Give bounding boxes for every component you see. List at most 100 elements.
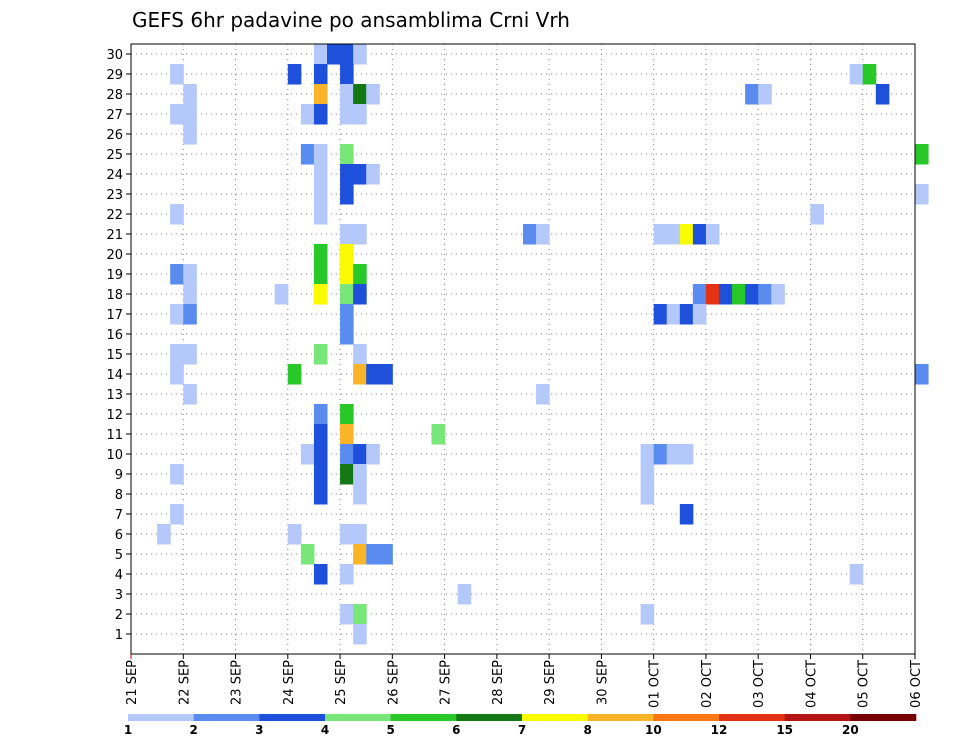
heatmap-cell <box>170 464 184 485</box>
heatmap-cell <box>353 484 367 505</box>
colorbar-label: 20 <box>842 723 859 737</box>
y-tick-label: 8 <box>115 488 123 503</box>
heatmap-cell <box>705 284 720 305</box>
y-tick-label: 17 <box>106 308 123 323</box>
heatmap-cell <box>340 304 354 325</box>
heatmap-cell <box>157 524 171 545</box>
colorbar-swatch <box>325 714 391 721</box>
colorbar-label: 15 <box>776 723 793 737</box>
heatmap-cell <box>353 104 367 125</box>
y-tick-label: 13 <box>106 388 123 403</box>
heatmap-cell <box>340 424 354 445</box>
heatmap-cell <box>340 404 354 425</box>
heatmap-cell <box>313 264 328 285</box>
y-tick-label: 26 <box>106 128 123 143</box>
heatmap-cell <box>679 304 694 325</box>
heatmap-cell <box>679 504 694 525</box>
x-tick-label: 04 OCT <box>804 660 819 708</box>
heatmap-cell <box>340 104 354 125</box>
heatmap-cell <box>287 64 302 85</box>
heatmap-cell <box>170 104 184 125</box>
heatmap-cell <box>771 284 785 305</box>
x-tick-label: 28 SEP <box>491 660 506 705</box>
heatmap-cell <box>353 604 367 625</box>
heatmap-cell <box>366 84 380 105</box>
heatmap-cell <box>353 164 367 185</box>
heatmap-cell <box>313 44 328 65</box>
x-tick-label: 05 OCT <box>857 660 872 708</box>
heatmap-cell <box>340 284 354 305</box>
heatmap-cell <box>274 284 289 305</box>
heatmap-cell <box>313 284 328 305</box>
x-tick-label: 26 SEP <box>386 660 401 705</box>
heatmap-cell <box>340 144 354 165</box>
heatmap-cell <box>340 184 354 205</box>
colorbar-swatch <box>522 714 588 721</box>
colorbar-swatch <box>390 714 457 721</box>
y-tick-label: 16 <box>106 328 123 343</box>
heatmap-cell <box>183 344 197 365</box>
colorbar-swatch <box>128 714 194 721</box>
x-tick-label: 06 OCT <box>909 660 924 708</box>
heatmap-cell <box>340 244 354 265</box>
heatmap-cell <box>313 64 328 85</box>
heatmap-cell <box>679 224 694 245</box>
y-tick-label: 27 <box>106 108 123 123</box>
heatmap-cell <box>313 464 328 485</box>
y-tick-label: 22 <box>106 208 123 223</box>
heatmap-cell <box>313 404 328 425</box>
colorbar-swatch <box>456 714 523 721</box>
colorbar: 1 2 3 4 5 6 7 8 10 12 15 20 <box>124 714 917 737</box>
heatmap-cell <box>705 224 720 245</box>
heatmap-cell <box>340 604 354 625</box>
heatmap-cell <box>915 184 929 205</box>
y-axis-ticks: 1234567891011121314151617181920212223242… <box>106 48 131 643</box>
heatmap-cell <box>313 424 328 445</box>
y-tick-label: 3 <box>115 588 123 603</box>
heatmap-cell <box>692 304 707 325</box>
heatmap-cell <box>758 84 772 105</box>
heatmap-cell <box>313 104 328 125</box>
heatmap-cell <box>849 564 864 585</box>
heatmap-cell <box>536 384 550 405</box>
heatmap-cell <box>366 444 380 465</box>
heatmap-cell <box>300 444 315 465</box>
colorbar-label: 6 <box>452 723 460 737</box>
y-tick-label: 2 <box>115 608 123 623</box>
heatmap-cell <box>170 264 184 285</box>
heatmap-cell <box>170 344 184 365</box>
x-tick-label: 01 OCT <box>648 660 663 708</box>
heatmap-cell <box>340 464 354 485</box>
y-tick-label: 30 <box>106 48 123 63</box>
heatmap-cell <box>340 264 354 285</box>
colorbar-label: 1 <box>124 723 132 737</box>
x-tick-label: 21 SEP <box>125 660 140 705</box>
heatmap-cell <box>653 304 668 325</box>
colorbar-label: 4 <box>321 723 329 737</box>
heatmap-cell <box>353 44 367 65</box>
heatmap-cell <box>287 524 302 545</box>
colorbar-label: 7 <box>518 723 526 737</box>
x-tick-label: 29 SEP <box>543 660 558 705</box>
heatmap-cell <box>353 344 367 365</box>
heatmap-cell <box>640 484 655 505</box>
heatmap-cell <box>745 84 759 105</box>
y-tick-label: 12 <box>106 408 123 423</box>
colorbar-label: 12 <box>711 723 728 737</box>
y-tick-label: 14 <box>106 368 123 383</box>
heatmap-cell <box>340 324 354 345</box>
heatmap-cell <box>875 84 890 105</box>
heatmap-cell <box>862 64 877 85</box>
y-tick-label: 1 <box>115 628 123 643</box>
heatmap-cell <box>523 224 537 245</box>
x-tick-label: 03 OCT <box>752 660 767 708</box>
heatmap-cell <box>353 264 367 285</box>
heatmap-cell <box>379 544 393 565</box>
y-tick-label: 25 <box>106 148 123 163</box>
colorbar-label: 5 <box>386 723 394 737</box>
heatmap-cell <box>915 364 929 385</box>
heatmap-cell <box>353 624 367 645</box>
heatmap-cell <box>340 444 354 465</box>
heatmap-cell <box>692 224 707 245</box>
